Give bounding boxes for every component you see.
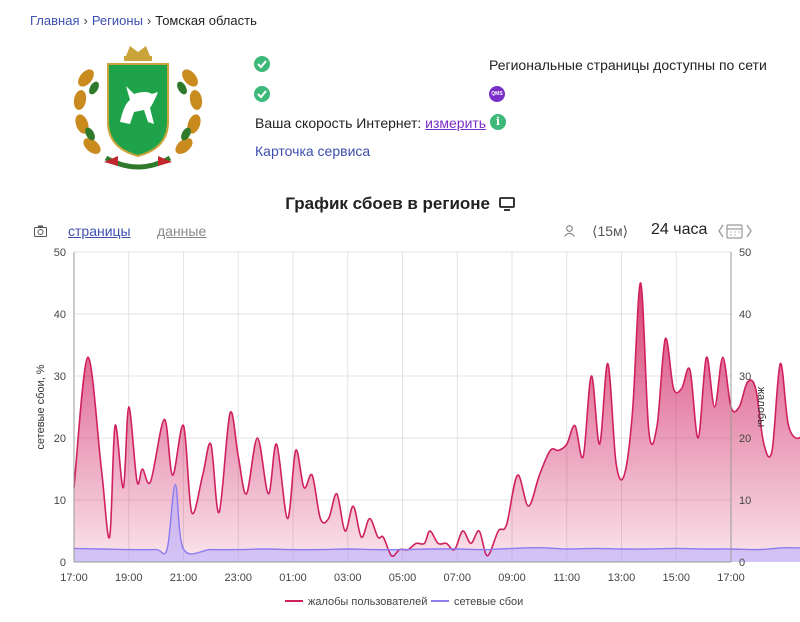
user-icon[interactable]	[564, 225, 575, 237]
chevron-right-icon: ›	[83, 13, 88, 28]
legend: жалобы пользователей сетевые сбои	[285, 596, 523, 608]
y-tick-right: 0	[739, 557, 745, 569]
x-tick: 05:00	[389, 572, 417, 584]
y-axis-left-label: сетевые сбои, %	[35, 364, 47, 449]
y-tick-right: 40	[739, 309, 751, 321]
x-tick: 15:00	[662, 572, 690, 584]
x-tick: 17:00	[60, 572, 88, 584]
y-tick-left: 10	[54, 495, 66, 507]
x-tick: 19:00	[115, 572, 143, 584]
y-tick-left: 30	[54, 371, 66, 383]
availability-status: Региональные страницы доступны по сети	[489, 57, 767, 73]
breadcrumb-regions[interactable]: Регионы	[91, 13, 143, 28]
y-tick-right: 50	[739, 247, 751, 259]
y-tick-left: 0	[60, 557, 66, 569]
y-tick-right: 10	[739, 495, 751, 507]
x-tick: 01:00	[279, 572, 307, 584]
chevron-right-icon: ›	[146, 13, 152, 28]
complaints-line	[73, 282, 800, 557]
x-tick: 09:00	[498, 572, 526, 584]
speed-test: Ваша скорость Интернет: измерить	[255, 115, 486, 131]
period-label: 24 часа	[651, 221, 708, 238]
legend-complaints-label: жалобы пользователей	[308, 596, 427, 608]
x-tick: 03:00	[334, 572, 362, 584]
y-tick-left: 50	[54, 247, 66, 259]
legend-complaints[interactable]: жалобы пользователей	[285, 596, 427, 608]
info-icon[interactable]: i	[490, 114, 506, 130]
outages-line	[73, 483, 800, 555]
breadcrumb-home[interactable]: Главная	[30, 13, 80, 28]
x-tick: 17:00	[717, 572, 745, 584]
x-tick: 11:00	[553, 572, 580, 584]
check-icon	[254, 56, 270, 72]
y-tick-right: 30	[739, 371, 751, 383]
outage-chart: 0 0 10 10 20 20 30 30 40 40 50 50 17:00 19:00 21:00 23:…	[35, 247, 800, 608]
y-tick-right: 20	[739, 433, 751, 445]
x-tick: 21:00	[170, 572, 198, 584]
tab-pages[interactable]: страницы	[68, 223, 131, 239]
camera-icon[interactable]	[34, 225, 47, 237]
breadcrumb-current: Томская область	[155, 13, 257, 28]
chart-title-row: График сбоев в регионе	[0, 194, 800, 214]
y-axis-right-label: жалобы	[755, 387, 767, 427]
y-tick-left: 40	[54, 309, 66, 321]
legend-outages[interactable]: сетевые сбои	[431, 596, 523, 608]
interval-selector[interactable]: ⟨15м⟩	[592, 223, 629, 239]
tab-data[interactable]: данные	[157, 223, 207, 239]
y-tick-left: 20	[54, 433, 66, 445]
measure-speed-link[interactable]: измерить	[425, 115, 487, 131]
x-tick: 23:00	[224, 572, 252, 584]
chart-title: График сбоев в регионе	[285, 194, 491, 213]
legend-outages-label: сетевые сбои	[454, 596, 523, 608]
axis-ticks: 0 0 10 10 20 20 30 30 40 40 50 50 17:00 19:00 21:00 23:…	[54, 247, 752, 584]
qms-icon[interactable]: QMS	[489, 86, 505, 102]
x-tick: 07:00	[443, 572, 471, 584]
outages-area	[74, 484, 800, 562]
check-icon	[254, 86, 270, 102]
x-tick: 13:00	[608, 572, 636, 584]
calendar-icon[interactable]	[718, 222, 754, 240]
breadcrumb: Главная › Регионы › Томская область	[30, 13, 257, 28]
coat-of-arms-logo	[73, 46, 203, 170]
complaints-area	[74, 282, 800, 562]
speed-label: Ваша скорость Интернет:	[255, 115, 422, 131]
monitor-icon[interactable]	[498, 197, 515, 211]
service-card-link[interactable]: Карточка сервиса	[255, 143, 371, 159]
